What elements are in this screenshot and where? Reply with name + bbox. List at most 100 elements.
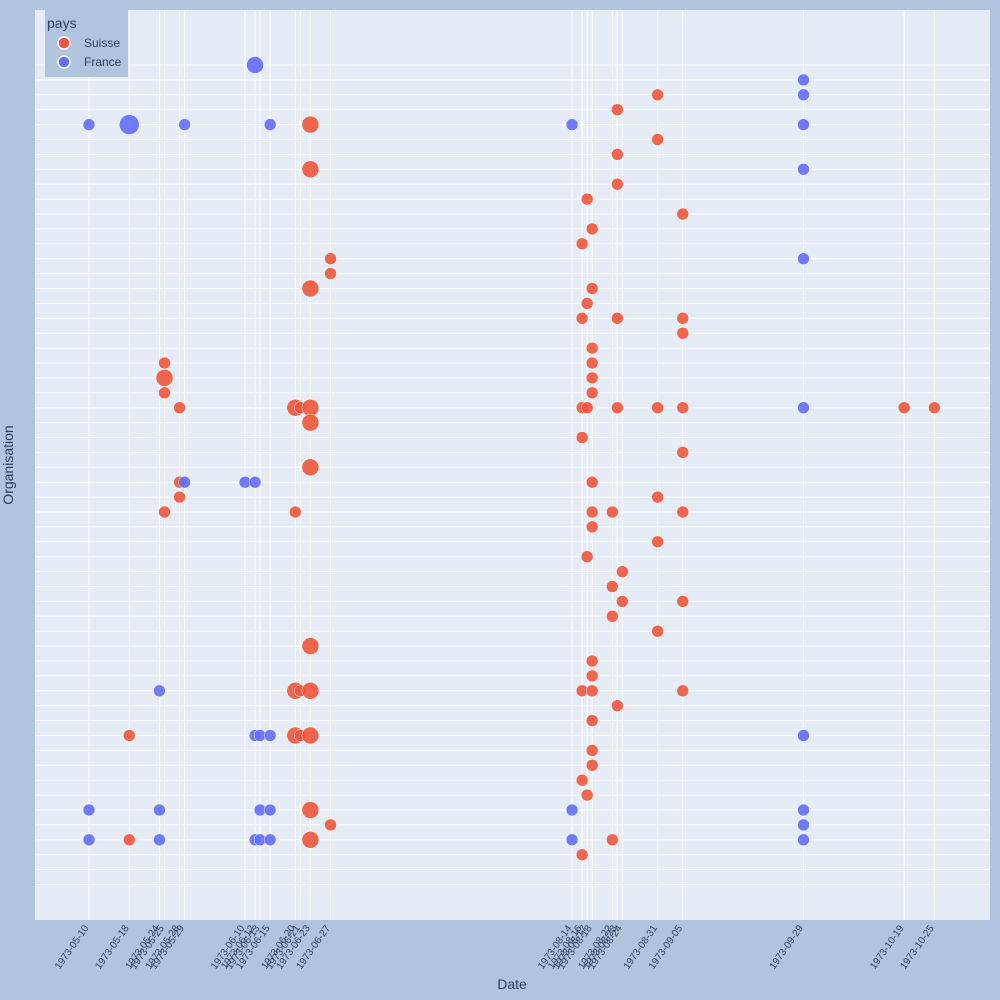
data-point-suisse[interactable] [676,684,689,698]
data-point-suisse[interactable] [611,103,624,116]
data-point-suisse[interactable] [676,446,689,459]
data-point-suisse[interactable] [611,148,624,161]
data-point-suisse[interactable] [301,458,320,477]
data-point-france[interactable] [153,684,166,698]
data-point-france[interactable] [565,833,579,847]
data-point-suisse[interactable] [611,401,624,414]
data-point-france[interactable] [797,729,810,742]
data-point-suisse[interactable] [580,297,594,310]
data-point-france[interactable] [263,803,277,817]
data-point-france[interactable] [263,729,277,742]
data-point-france[interactable] [178,475,191,489]
data-point-suisse[interactable] [651,401,664,414]
data-point-france[interactable] [153,803,166,817]
data-point-suisse[interactable] [585,386,599,400]
data-point-suisse[interactable] [324,818,337,832]
data-point-suisse[interactable] [651,624,664,638]
data-point-suisse[interactable] [585,505,599,519]
data-point-suisse[interactable] [301,413,320,432]
data-point-suisse[interactable] [580,192,594,206]
data-point-suisse[interactable] [651,535,664,549]
data-point-suisse[interactable] [606,610,619,623]
data-point-france[interactable] [263,118,277,131]
data-point-france[interactable] [797,118,810,131]
data-point-suisse[interactable] [606,580,619,593]
data-point-suisse[interactable] [585,654,599,668]
data-point-suisse[interactable] [616,565,629,578]
data-point-suisse[interactable] [611,312,624,325]
data-point-suisse[interactable] [585,669,599,683]
data-point-suisse[interactable] [580,550,594,563]
data-point-france[interactable] [565,118,579,131]
data-point-suisse[interactable] [585,475,599,489]
data-point-suisse[interactable] [173,490,186,504]
data-point-france[interactable] [797,252,810,265]
data-point-suisse[interactable] [158,505,171,519]
data-point-suisse[interactable] [575,773,589,787]
data-point-suisse[interactable] [676,326,689,340]
data-point-suisse[interactable] [301,398,320,417]
data-point-suisse[interactable] [324,267,337,280]
data-point-france[interactable] [263,833,277,847]
data-point-suisse[interactable] [606,505,619,519]
data-point-suisse[interactable] [585,520,599,534]
data-point-suisse[interactable] [676,505,689,519]
data-point-france[interactable] [797,833,810,847]
data-point-france[interactable] [797,73,810,87]
data-point-suisse[interactable] [575,237,589,251]
data-point-suisse[interactable] [301,160,320,179]
data-point-suisse[interactable] [301,682,320,700]
data-point-france[interactable] [82,118,96,131]
data-point-suisse[interactable] [651,133,664,146]
data-point-suisse[interactable] [585,356,599,370]
data-point-france[interactable] [246,56,264,74]
data-point-france[interactable] [82,803,96,817]
data-point-suisse[interactable] [651,88,664,102]
data-point-france[interactable] [153,833,166,847]
data-point-france[interactable] [797,818,810,832]
data-point-suisse[interactable] [301,279,320,298]
data-point-suisse[interactable] [897,401,911,414]
data-point-france[interactable] [797,803,810,817]
data-point-suisse[interactable] [616,595,629,608]
data-point-suisse[interactable] [580,401,594,414]
data-point-suisse[interactable] [289,505,302,519]
data-point-suisse[interactable] [928,401,941,414]
data-point-suisse[interactable] [301,637,320,655]
data-point-france[interactable] [248,475,262,489]
data-point-suisse[interactable] [585,222,599,236]
data-point-suisse[interactable] [301,115,320,134]
data-point-suisse[interactable] [585,684,599,698]
data-point-suisse[interactable] [611,177,624,191]
data-point-suisse[interactable] [324,252,337,265]
data-point-france[interactable] [565,803,579,817]
data-point-suisse[interactable] [123,833,136,847]
data-point-suisse[interactable] [585,759,599,772]
data-point-suisse[interactable] [585,341,599,355]
data-point-france[interactable] [797,401,810,414]
data-point-france[interactable] [82,833,96,847]
data-point-france[interactable] [178,118,191,131]
data-point-suisse[interactable] [301,801,320,819]
data-point-suisse[interactable] [158,356,171,370]
data-point-suisse[interactable] [123,729,136,742]
data-point-suisse[interactable] [585,371,599,385]
data-point-suisse[interactable] [676,207,689,221]
data-point-suisse[interactable] [585,714,599,727]
data-point-suisse[interactable] [676,312,689,325]
data-point-france[interactable] [797,88,810,102]
data-point-suisse[interactable] [611,699,624,712]
data-point-suisse[interactable] [585,282,599,295]
data-point-suisse[interactable] [651,490,664,504]
data-point-france[interactable] [797,163,810,176]
data-point-suisse[interactable] [676,401,689,414]
data-point-suisse[interactable] [158,386,171,400]
data-point-suisse[interactable] [585,744,599,757]
data-point-suisse[interactable] [575,848,589,861]
data-point-suisse[interactable] [301,726,320,745]
data-point-suisse[interactable] [155,369,174,387]
data-point-france[interactable] [119,114,140,135]
data-point-suisse[interactable] [580,788,594,802]
data-point-suisse[interactable] [575,431,589,444]
data-point-suisse[interactable] [575,312,589,325]
